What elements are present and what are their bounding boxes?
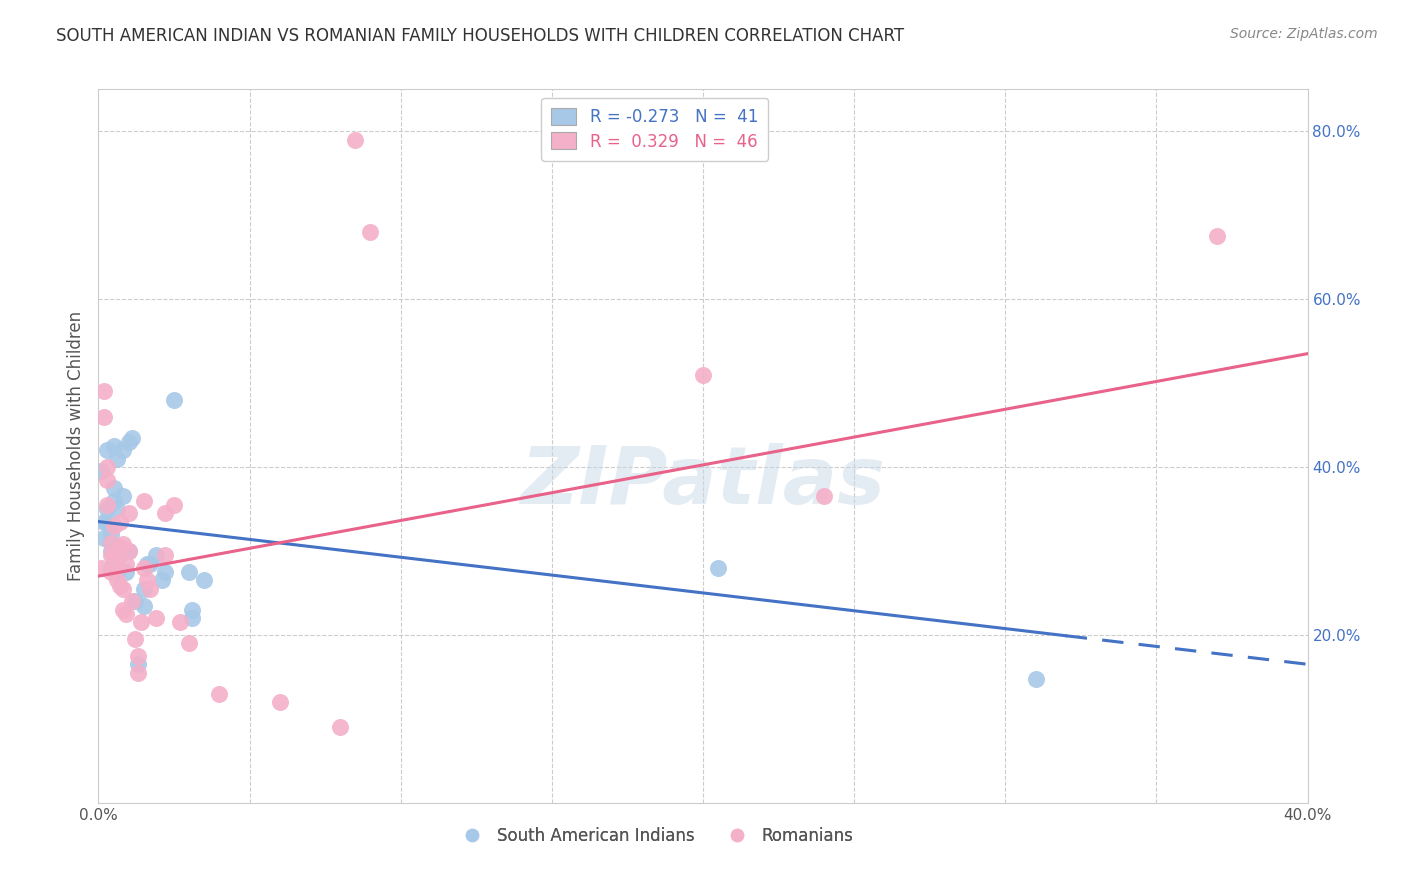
Point [103, 481, 125, 495]
Point [105, 574, 128, 588]
Point [111, 443, 134, 458]
Point [96, 502, 118, 516]
Point [127, 648, 149, 663]
Point [93, 384, 115, 399]
Point [111, 489, 134, 503]
Point [179, 636, 201, 650]
Point [127, 665, 149, 680]
Point [114, 607, 136, 621]
Point [153, 506, 176, 520]
Point [132, 582, 155, 596]
Point [135, 574, 157, 588]
Point [111, 582, 134, 596]
Text: Source: ZipAtlas.com: Source: ZipAtlas.com [1230, 27, 1378, 41]
Point [153, 548, 176, 562]
Point [181, 611, 204, 625]
Point [96, 515, 118, 529]
Point [100, 544, 122, 558]
Y-axis label: Family Households with Children: Family Households with Children [66, 311, 84, 581]
Point [105, 502, 128, 516]
Point [105, 557, 128, 571]
Point [163, 392, 186, 407]
Point [118, 434, 141, 449]
Point [93, 409, 115, 424]
Point [269, 695, 291, 709]
Point [1206, 229, 1229, 244]
Point [129, 615, 152, 630]
Point [114, 557, 136, 571]
Point [105, 451, 128, 466]
Point [111, 537, 134, 551]
Point [135, 557, 157, 571]
Point [114, 565, 136, 579]
Point [108, 515, 131, 529]
Point [1024, 672, 1046, 686]
Point [124, 594, 146, 608]
Point [145, 548, 167, 562]
Point [132, 599, 155, 613]
Point [108, 540, 131, 554]
Point [100, 560, 122, 574]
Point [108, 540, 131, 554]
Point [103, 557, 125, 571]
Point [181, 603, 204, 617]
Point [145, 611, 167, 625]
Point [132, 560, 155, 574]
Point [103, 493, 125, 508]
Point [139, 582, 162, 596]
Point [193, 574, 215, 588]
Point [103, 548, 125, 562]
Point [344, 132, 367, 146]
Point [707, 560, 730, 574]
Point [127, 657, 149, 672]
Point [121, 594, 143, 608]
Text: ZIPatlas: ZIPatlas [520, 442, 886, 521]
Point [108, 548, 131, 562]
Point [813, 489, 835, 503]
Point [132, 493, 155, 508]
Point [96, 498, 118, 512]
Point [139, 557, 162, 571]
Point [93, 532, 115, 546]
Point [153, 565, 176, 579]
Legend: South American Indians, Romanians: South American Indians, Romanians [449, 821, 860, 852]
Point [100, 565, 122, 579]
Point [103, 439, 125, 453]
Point [103, 518, 125, 533]
Point [90, 464, 112, 478]
Point [169, 615, 191, 630]
Point [208, 687, 231, 701]
Point [96, 443, 118, 458]
Point [360, 225, 382, 239]
Point [93, 515, 115, 529]
Point [118, 544, 141, 558]
Point [100, 527, 122, 541]
Point [96, 473, 118, 487]
Point [108, 579, 131, 593]
Point [179, 565, 201, 579]
Point [163, 498, 186, 512]
Point [118, 506, 141, 520]
Point [329, 720, 352, 734]
Point [118, 544, 141, 558]
Point [100, 548, 122, 562]
Point [111, 603, 134, 617]
Point [692, 368, 714, 382]
Point [96, 460, 118, 475]
Point [124, 632, 146, 646]
Text: SOUTH AMERICAN INDIAN VS ROMANIAN FAMILY HOUSEHOLDS WITH CHILDREN CORRELATION CH: SOUTH AMERICAN INDIAN VS ROMANIAN FAMILY… [56, 27, 904, 45]
Point [105, 565, 128, 579]
Point [90, 560, 112, 574]
Point [103, 548, 125, 562]
Point [150, 574, 173, 588]
Point [121, 431, 143, 445]
Point [100, 535, 122, 549]
